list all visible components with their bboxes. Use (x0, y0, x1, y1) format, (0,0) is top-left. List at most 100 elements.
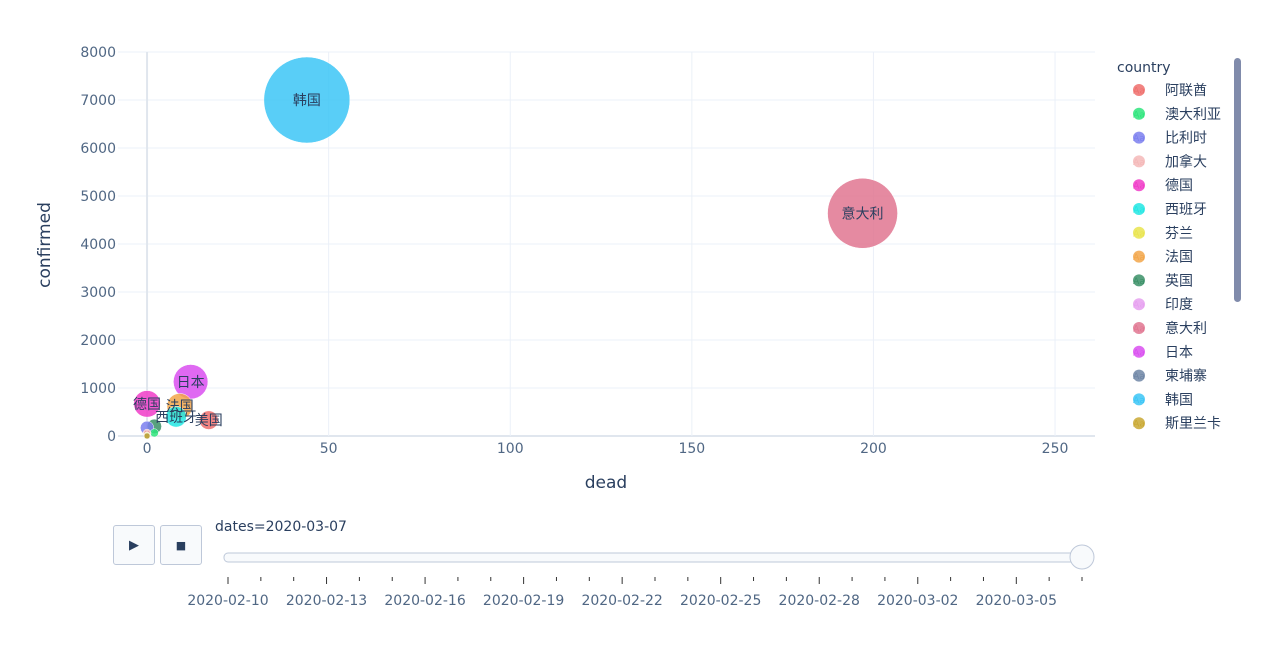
slider-tick-label: 2020-02-25 (680, 593, 761, 609)
legend-title: country (1117, 60, 1171, 76)
y-tick-label: 5000 (80, 189, 116, 205)
legend-aa-glyph: Aa (1133, 325, 1145, 335)
legend-label: 意大利 (1165, 320, 1207, 337)
legend-item[interactable]: Aa 意大利 (1133, 320, 1207, 337)
point-label: 韩国 (293, 93, 321, 109)
legend-label: 韩国 (1165, 392, 1193, 408)
slider-handle[interactable] (1069, 544, 1095, 570)
y-tick-label: 8000 (80, 45, 116, 61)
plot-grid (118, 51, 1095, 437)
x-tick-label: 150 (678, 441, 705, 457)
legend-aa-glyph: Aa (1133, 158, 1145, 168)
bubble-斯里兰卡[interactable] (143, 432, 151, 440)
legend-label: 阿联酋 (1165, 82, 1207, 99)
slider-tick-label: 2020-02-13 (286, 593, 367, 609)
legend-aa-glyph: Aa (1133, 87, 1145, 97)
legend-item[interactable]: Aa 日本 (1133, 345, 1193, 361)
y-tick-label: 4000 (80, 237, 116, 253)
x-tick-label: 100 (497, 441, 524, 457)
legend-aa-glyph: Aa (1133, 110, 1145, 120)
legend-item[interactable]: Aa 法国 (1133, 250, 1193, 266)
legend-item[interactable]: Aa 韩国 (1133, 392, 1193, 408)
legend-aa-glyph: Aa (1133, 372, 1145, 382)
legend-swatch (1133, 274, 1145, 287)
legend-label: 澳大利亚 (1165, 107, 1221, 123)
point-label: 法国 (166, 399, 194, 415)
legend-item[interactable]: Aa 英国 (1133, 272, 1193, 289)
legend-swatch (1133, 84, 1145, 96)
x-tick-label: 50 (320, 441, 338, 457)
legend-swatch (1133, 250, 1145, 263)
slider-tick-label: 2020-03-05 (976, 593, 1057, 609)
legend-label: 柬埔寨 (1165, 368, 1207, 385)
y-tick-label: 6000 (80, 141, 116, 157)
bubble-韩国[interactable] (263, 56, 351, 144)
legend-aa-glyph: Aa (1133, 301, 1145, 311)
bubble-美国[interactable] (199, 410, 219, 430)
legend-aa-glyph: Aa (1133, 348, 1145, 358)
bubble-日本[interactable] (173, 364, 209, 400)
point-label: 日本 (177, 375, 205, 391)
legend-swatch (1133, 369, 1145, 382)
bubble-澳大利亚[interactable] (149, 428, 159, 438)
point-label: 德国 (133, 397, 161, 413)
legend-item[interactable]: Aa 阿联酋 (1133, 82, 1207, 99)
legend-scrollbar[interactable] (1234, 58, 1241, 302)
bubble-意大利[interactable] (827, 178, 898, 249)
bubble-西班牙[interactable] (165, 406, 187, 428)
legend-item[interactable]: Aa 比利时 (1133, 131, 1207, 147)
stop-button[interactable]: ■ (160, 525, 202, 565)
legend-aa-glyph: Aa (1133, 206, 1145, 216)
play-icon: ▶ (129, 537, 139, 553)
slider-tick-label: 2020-02-10 (187, 593, 268, 609)
legend-swatch (1133, 345, 1145, 358)
slider-tick-label: 2020-02-22 (581, 593, 662, 609)
y-tick-label: 7000 (80, 93, 116, 109)
legend-swatch (1133, 417, 1145, 430)
bubble-德国[interactable] (133, 390, 161, 418)
legend-item[interactable]: Aa 澳大利亚 (1133, 107, 1221, 123)
legend-aa-glyph: Aa (1133, 229, 1145, 239)
y-tick-label: 0 (107, 429, 116, 445)
legend-item[interactable]: Aa 加拿大 (1133, 153, 1207, 170)
legend-swatch (1133, 322, 1145, 334)
legend-aa-glyph: Aa (1133, 253, 1145, 263)
slider-current-value: dates=2020-03-07 (215, 519, 347, 535)
legend-label: 印度 (1165, 297, 1193, 313)
date-slider[interactable]: 2020-02-10 2020-02-13 2020-02-16 2020-02-19… (187, 544, 1095, 609)
slider-tick-label: 2020-02-28 (779, 593, 860, 609)
legend-label: 法国 (1165, 250, 1193, 266)
legend-swatch (1133, 298, 1145, 311)
slider-tick-label: 2020-02-19 (483, 593, 564, 609)
legend-item[interactable]: Aa 柬埔寨 (1133, 368, 1207, 385)
x-tick-label: 200 (860, 441, 887, 457)
legend-swatch (1133, 131, 1145, 144)
legend-label: 英国 (1165, 272, 1193, 289)
legend-item[interactable]: Aa 芬兰 (1133, 226, 1193, 242)
legend-swatch (1133, 203, 1145, 215)
slider-tick-label: 2020-03-02 (877, 593, 958, 609)
slider-rail[interactable] (223, 552, 1091, 563)
plot-axes: 0 1000 2000 3000 4000 5000 6000 7000 8000 0 50 100 1… (80, 45, 1068, 457)
legend-label: 斯里兰卡 (1165, 416, 1221, 432)
legend-label: 德国 (1165, 178, 1193, 194)
legend-swatch (1133, 179, 1145, 192)
stop-icon: ■ (175, 538, 187, 552)
play-button[interactable]: ▶ (113, 525, 155, 565)
y-tick-label: 1000 (80, 381, 116, 397)
legend-item[interactable]: Aa 德国 (1133, 178, 1193, 194)
legend-swatch (1133, 107, 1145, 120)
legend-item[interactable]: Aa 斯里兰卡 (1133, 416, 1221, 432)
legend-aa-glyph: Aa (1133, 420, 1145, 430)
legend-swatch (1133, 393, 1145, 406)
x-tick-label: 0 (143, 441, 152, 457)
legend-item[interactable]: Aa 西班牙 (1133, 202, 1207, 218)
legend-item[interactable]: Aa 印度 (1133, 297, 1193, 313)
legend-label: 比利时 (1165, 131, 1207, 147)
legend-label: 加拿大 (1165, 153, 1207, 170)
bubble-layer (133, 56, 898, 440)
legend-aa-glyph: Aa (1133, 134, 1145, 144)
y-tick-label: 3000 (80, 285, 116, 301)
